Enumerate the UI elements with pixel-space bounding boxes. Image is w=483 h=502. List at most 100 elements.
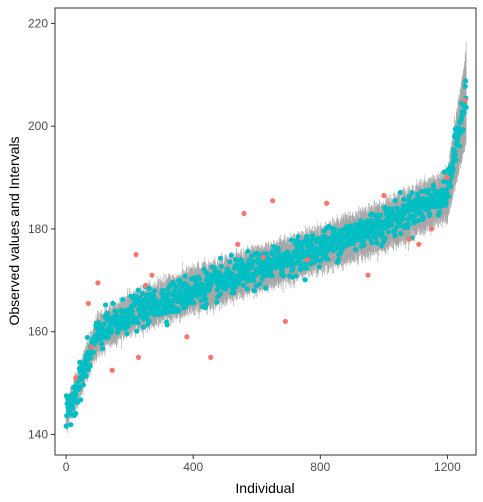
observed-point xyxy=(257,281,263,287)
observed-point xyxy=(332,226,338,233)
outside-point xyxy=(95,280,101,286)
observed-point xyxy=(443,200,449,206)
outside-point xyxy=(73,375,79,381)
observed-point xyxy=(366,235,373,241)
outside-point xyxy=(282,318,288,325)
observed-point xyxy=(159,287,165,294)
observed-point xyxy=(268,267,274,273)
outside-point xyxy=(260,254,266,260)
observed-point xyxy=(160,296,166,303)
observed-point xyxy=(456,143,463,149)
observed-point xyxy=(269,273,275,279)
observed-point xyxy=(379,230,385,237)
outside-point xyxy=(149,272,155,278)
observed-point xyxy=(397,222,403,228)
observed-point xyxy=(198,297,204,304)
observed-point xyxy=(83,373,89,379)
observed-point xyxy=(245,248,251,254)
observed-point xyxy=(164,322,170,328)
observed-point xyxy=(228,252,234,258)
observed-point xyxy=(135,320,141,326)
outside-point xyxy=(305,257,311,263)
observed-point xyxy=(352,247,359,253)
y-axis-title: Observed values and Intervals xyxy=(6,136,22,325)
observed-point xyxy=(293,273,299,279)
observed-point xyxy=(218,263,224,269)
observed-point xyxy=(196,276,203,282)
observed-point xyxy=(447,183,454,189)
observed-point xyxy=(454,137,460,143)
observed-point xyxy=(90,349,97,355)
observed-point xyxy=(120,297,126,303)
outside-point xyxy=(462,97,468,104)
outside-point xyxy=(444,174,451,181)
outside-point xyxy=(85,300,91,307)
observed-point xyxy=(406,222,412,228)
observed-point xyxy=(276,247,282,254)
observed-point xyxy=(302,277,308,283)
y-axis: 140 160 180 200 220 xyxy=(28,16,55,441)
observed-point xyxy=(378,212,384,218)
observed-point xyxy=(146,318,152,324)
observed-point xyxy=(427,211,433,217)
observed-point xyxy=(166,292,172,298)
observed-point xyxy=(401,196,407,202)
observed-point xyxy=(152,288,158,294)
observed-point xyxy=(208,282,214,288)
x-tick-label: 1200 xyxy=(434,460,461,474)
observed-point xyxy=(335,257,342,263)
observed-point xyxy=(135,287,141,293)
outside-point xyxy=(365,272,371,278)
observed-point xyxy=(263,285,269,291)
observed-point xyxy=(280,273,287,279)
x-axis: 0 400 800 1200 xyxy=(63,455,461,474)
observed-point xyxy=(87,363,93,369)
observed-point xyxy=(385,229,391,235)
observed-point xyxy=(214,299,220,305)
observed-point xyxy=(462,78,469,84)
observed-point xyxy=(100,346,106,352)
observed-point xyxy=(295,233,301,240)
data-points xyxy=(63,78,469,429)
observed-point xyxy=(392,198,398,204)
observed-point xyxy=(64,413,70,419)
observed-point xyxy=(217,255,224,261)
observed-point xyxy=(452,148,458,154)
outside-point xyxy=(416,241,422,247)
y-tick-label: 160 xyxy=(28,325,48,339)
outside-point xyxy=(88,344,95,350)
observed-point xyxy=(144,312,151,318)
observed-point xyxy=(113,309,119,315)
outside-point xyxy=(208,354,214,360)
observed-point xyxy=(388,222,395,228)
observed-point xyxy=(73,392,79,399)
observed-point xyxy=(87,355,93,361)
observed-point xyxy=(394,205,400,211)
outside-point xyxy=(270,198,276,204)
y-tick-label: 220 xyxy=(28,16,48,30)
observed-point xyxy=(397,189,403,196)
observed-point xyxy=(101,321,107,327)
observed-point xyxy=(415,217,422,224)
outside-point xyxy=(135,354,142,360)
observed-point xyxy=(425,187,431,193)
observed-point xyxy=(398,230,404,236)
observed-point xyxy=(134,328,140,334)
outside-point xyxy=(133,252,139,258)
observed-point xyxy=(450,166,456,172)
observed-point xyxy=(452,152,458,158)
observed-point xyxy=(230,272,236,278)
x-tick-label: 400 xyxy=(183,460,203,474)
observed-point xyxy=(374,240,380,246)
observed-point xyxy=(110,300,116,307)
observed-point xyxy=(290,265,296,271)
observed-point xyxy=(240,282,247,288)
observed-point xyxy=(317,258,323,264)
outside-point xyxy=(324,200,330,206)
observed-point xyxy=(392,233,398,239)
outside-point xyxy=(428,226,435,232)
outside-point xyxy=(406,236,412,242)
observed-point xyxy=(460,127,466,133)
observed-point xyxy=(200,282,206,289)
